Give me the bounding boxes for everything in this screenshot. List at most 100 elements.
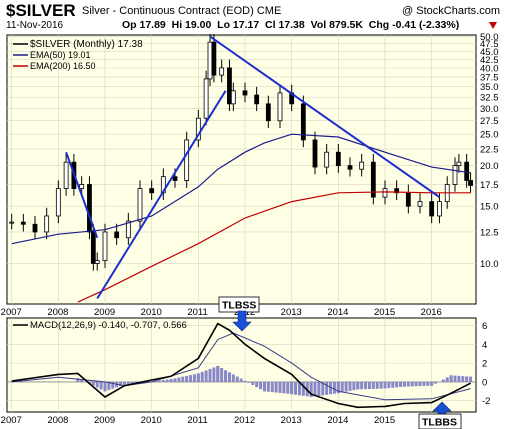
price-candle-body <box>254 94 260 105</box>
macd-histogram-bar <box>371 381 375 389</box>
price-candle-body <box>184 139 190 181</box>
legend-macd-label: MACD(12,26,9) -0.140, -0.707, 0.566 <box>30 320 187 331</box>
price-y-tick-label: 32.5 <box>480 93 499 104</box>
price-y-tick-label: 42.5 <box>480 55 499 66</box>
tlbss-label: TLBSS <box>222 300 256 312</box>
macd-histogram-bar <box>352 381 356 391</box>
macd-histogram-bar <box>383 381 387 389</box>
price-candle-body <box>394 188 400 194</box>
macd-histogram-bar <box>165 379 169 382</box>
macd-histogram-bar <box>231 374 235 382</box>
price-candle-body <box>405 192 411 207</box>
price-candle-body <box>149 188 155 194</box>
macd-histogram-bar <box>192 374 196 382</box>
macd-histogram-bar <box>441 379 445 382</box>
price-y-tick-label: 35.0 <box>480 82 499 93</box>
macd-histogram-bar <box>282 381 286 394</box>
price-candle-body <box>359 161 365 170</box>
macd-histogram-bar <box>243 380 247 382</box>
macd-histogram-bar <box>360 381 364 390</box>
macd-histogram-bar <box>122 381 126 385</box>
macd-histogram-bar <box>356 381 360 390</box>
price-x-tick-label: 2009 <box>94 307 115 318</box>
macd-histogram-bar <box>414 381 418 387</box>
trendline <box>65 151 99 239</box>
macd-histogram-bar <box>453 375 457 382</box>
macd-histogram-bar <box>255 381 259 388</box>
price-candle-body <box>324 151 330 168</box>
macd-histogram-bar <box>181 376 185 382</box>
price-candle-body <box>242 90 248 96</box>
price-candle-body <box>55 188 61 217</box>
price-y-tick-label: 47.5 <box>480 39 499 50</box>
price-x-tick-label: 2010 <box>141 307 162 318</box>
price-x-tick-label: 2015 <box>374 307 395 318</box>
site-credit[interactable]: @ StockCharts.com <box>402 5 500 17</box>
macd-histogram-bar <box>76 378 80 382</box>
down-arrow-icon <box>489 22 497 29</box>
price-candle-body <box>102 231 108 262</box>
tlbbs-label-box <box>418 413 462 429</box>
price-candle-body <box>114 231 120 239</box>
ema50-line <box>11 133 471 245</box>
price-candle-body <box>382 188 388 198</box>
macd-histogram-bar <box>220 368 224 382</box>
macd-histogram-bar <box>224 370 228 382</box>
macd-histogram-bar <box>317 381 321 396</box>
price-candle-body <box>230 90 236 105</box>
macd-histogram-bar <box>212 367 216 382</box>
macd-y-tick-label: 6 <box>482 321 487 332</box>
high-value: Hi 19.00 <box>171 19 212 31</box>
price-x-tick-label: 2013 <box>281 307 302 318</box>
price-candle-body <box>219 67 225 76</box>
price-candle-body <box>195 117 201 141</box>
macd-histogram-bar <box>177 377 181 382</box>
trendline <box>96 90 227 299</box>
price-y-tick-label: 15.0 <box>480 202 499 213</box>
contract-description: Silver - Continuous Contract (EOD) CME <box>82 5 281 17</box>
open-value: Op 17.89 <box>122 19 166 31</box>
price-candle-body <box>44 215 50 233</box>
price-candle-body <box>456 161 462 167</box>
price-y-tick-label: 12.5 <box>480 227 499 238</box>
price-y-tick-label: 45.0 <box>480 47 499 58</box>
macd-histogram-bar <box>278 381 282 393</box>
price-candle-body <box>207 41 213 80</box>
macd-y-tick-label: 2 <box>482 359 487 370</box>
macd-histogram-bar <box>239 378 243 382</box>
macd-histogram-bar <box>103 381 107 392</box>
macd-y-tick-label: 4 <box>482 340 487 351</box>
price-candle-body <box>468 180 473 186</box>
macd-histogram-bar <box>111 381 115 389</box>
macd-histogram-bar <box>107 381 111 391</box>
price-candle-body <box>125 220 131 239</box>
macd-histogram-bar <box>461 376 465 382</box>
macd-plot-area <box>6 317 477 413</box>
macd-histogram-bar <box>91 381 95 386</box>
price-x-tick-label: 2007 <box>1 307 22 318</box>
macd-histogram-bar <box>286 381 290 394</box>
price-y-tick-label: 27.5 <box>480 116 499 127</box>
macd-histogram-bar <box>422 381 426 386</box>
macd-histogram-bar <box>329 381 333 395</box>
price-y-tick-label: 50.0 <box>480 32 499 43</box>
macd-histogram-bar <box>336 381 340 394</box>
macd-histogram-bar <box>426 381 430 386</box>
macd-histogram-bar <box>204 370 208 382</box>
price-candle-body <box>429 201 435 217</box>
description-text: Silver - Continuous Contract (EOD) <box>82 5 254 17</box>
price-candle-body <box>79 184 85 189</box>
tlbbs-label: TLBBS <box>422 417 457 429</box>
price-x-tick-label: 2011 <box>187 307 207 318</box>
macd-histogram-bar <box>247 381 251 383</box>
price-candle-body <box>437 201 442 217</box>
ticker-symbol: $SILVER <box>6 1 76 20</box>
macd-histogram-bar <box>259 381 263 390</box>
macd-histogram-bar <box>208 368 212 382</box>
price-candle-body <box>203 78 209 119</box>
macd-histogram-bar <box>309 381 313 397</box>
macd-histogram-bar <box>161 380 165 382</box>
macd-histogram-bar <box>395 381 399 388</box>
legend-price-label: $SILVER (Monthly) 17.38 <box>30 39 143 50</box>
macd-x-tick-label: 2009 <box>94 415 115 426</box>
